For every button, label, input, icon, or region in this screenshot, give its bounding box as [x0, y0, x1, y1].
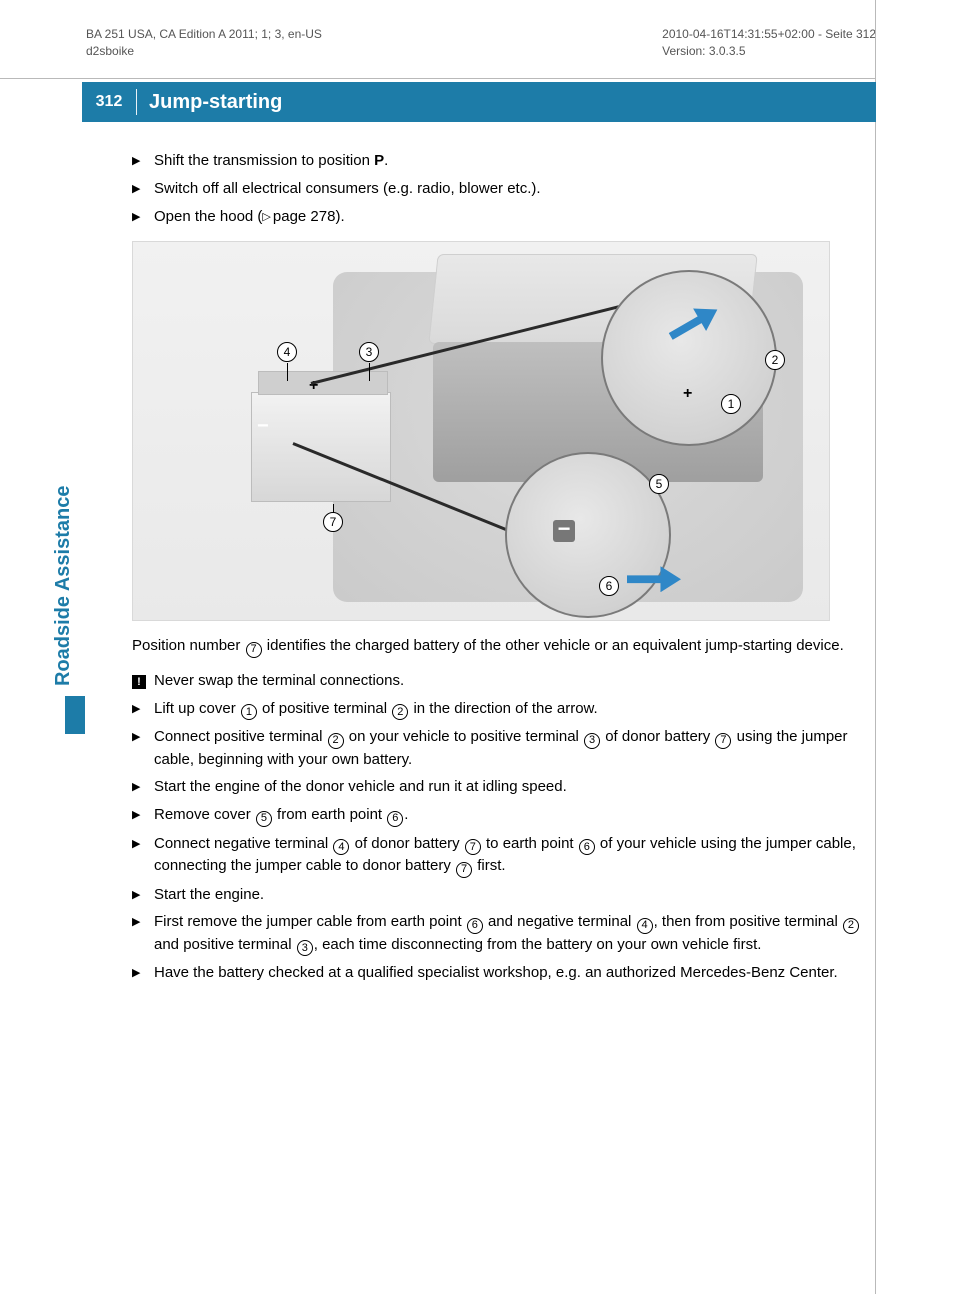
rule-right	[875, 0, 876, 1294]
step: Connect negative terminal 4 of donor bat…	[132, 833, 866, 878]
step-text: Start the engine.	[154, 884, 866, 906]
detail-lens	[601, 270, 777, 446]
callout-4: 4	[277, 342, 297, 362]
side-tab-label: Roadside Assistance	[52, 486, 75, 686]
step-text: Remove cover 5 from earth point 6.	[154, 804, 866, 827]
rule-top	[0, 78, 876, 79]
note-text: Never swap the terminal connections.	[154, 670, 866, 692]
doc-header: BA 251 USA, CA Edition A 2011; 1; 3, en-…	[86, 26, 876, 60]
bullet-icon	[132, 206, 146, 228]
note: Never swap the terminal connections.	[132, 670, 866, 692]
bullet-icon	[132, 178, 146, 200]
section-title: Jump-starting	[137, 91, 282, 114]
minus-icon: −	[257, 412, 269, 441]
step: Start the engine of the donor vehicle an…	[132, 776, 866, 798]
callout-ref: 2	[843, 918, 859, 934]
band-separator	[136, 89, 137, 115]
page-number: 312	[82, 93, 136, 111]
jumpstart-figure: + − + − 1 2 3 4 5 6 7 P54.10-33	[132, 241, 830, 621]
callout-ref: 3	[297, 940, 313, 956]
callout-ref: 7	[456, 862, 472, 878]
side-tab: Roadside Assistance	[65, 124, 85, 734]
step-text: Start the engine of the donor vehicle an…	[154, 776, 866, 798]
step: Start the engine.	[132, 884, 866, 906]
bullet-icon	[132, 911, 146, 956]
figure-wrap: + − + − 1 2 3 4 5 6 7 P54.10-33	[132, 241, 866, 621]
callout-ref: 4	[333, 839, 349, 855]
callout-ref: 6	[467, 918, 483, 934]
bullet-icon	[132, 804, 146, 827]
caution-icon	[132, 670, 146, 692]
callout-ref: 5	[256, 811, 272, 827]
step: Switch off all electrical consumers (e.g…	[132, 178, 866, 200]
step-text: First remove the jumper cable from earth…	[154, 911, 866, 956]
step-text: Connect positive terminal 2 on your vehi…	[154, 726, 866, 770]
step: Remove cover 5 from earth point 6.	[132, 804, 866, 827]
bottom-steps: Lift up cover 1 of positive terminal 2 i…	[132, 698, 866, 985]
callout-ref: 3	[584, 733, 600, 749]
step: Have the battery checked at a qualified …	[132, 962, 866, 984]
callout-ref: 7	[246, 642, 262, 658]
section-band: 312 Jump-starting	[82, 82, 876, 122]
donor-battery	[251, 392, 391, 502]
callout-ref: 6	[387, 811, 403, 827]
bullet-icon	[132, 776, 146, 798]
page: BA 251 USA, CA Edition A 2011; 1; 3, en-…	[0, 0, 954, 1294]
xref-link[interactable]: page 278	[273, 208, 336, 225]
bullet-icon	[132, 833, 146, 878]
xref-icon	[262, 208, 272, 225]
step-text: Switch off all electrical consumers (e.g…	[154, 178, 866, 200]
step-text: Shift the transmission to position P.	[154, 150, 866, 172]
bullet-icon	[132, 726, 146, 770]
callout-ref: 1	[241, 704, 257, 720]
bullet-icon	[132, 884, 146, 906]
plus-icon: +	[309, 374, 318, 397]
bullet-icon	[132, 698, 146, 721]
step: First remove the jumper cable from earth…	[132, 911, 866, 956]
plus-icon: +	[683, 382, 692, 405]
header-left: BA 251 USA, CA Edition A 2011; 1; 3, en-…	[86, 26, 322, 60]
callout-ref: 4	[637, 918, 653, 934]
content: Shift the transmission to position P. Sw…	[132, 150, 866, 990]
leader-line	[287, 363, 288, 381]
leader-line	[369, 363, 370, 381]
detail-lens	[505, 452, 671, 618]
callout-ref: 7	[465, 839, 481, 855]
callout-ref: 7	[715, 733, 731, 749]
header-right: 2010-04-16T14:31:55+02:00 - Seite 312 Ve…	[662, 26, 876, 60]
callout-ref: 2	[328, 733, 344, 749]
bullet-icon	[132, 962, 146, 984]
callout-ref: 6	[579, 839, 595, 855]
callout-ref: 2	[392, 704, 408, 720]
top-steps: Shift the transmission to position P. Sw…	[132, 150, 866, 227]
figure-caption: Position number 7 identifies the charged…	[132, 635, 866, 658]
step-text: Lift up cover 1 of positive terminal 2 i…	[154, 698, 866, 721]
step-text: Connect negative terminal 4 of donor bat…	[154, 833, 866, 878]
step: Open the hood (page 278).	[132, 206, 866, 228]
step: Lift up cover 1 of positive terminal 2 i…	[132, 698, 866, 721]
minus-icon: −	[553, 520, 575, 542]
bullet-icon	[132, 150, 146, 172]
step: Connect positive terminal 2 on your vehi…	[132, 726, 866, 770]
side-tab-block	[65, 696, 85, 734]
step-text: Open the hood (page 278).	[154, 206, 866, 228]
step: Shift the transmission to position P.	[132, 150, 866, 172]
step-text: Have the battery checked at a qualified …	[154, 962, 866, 984]
